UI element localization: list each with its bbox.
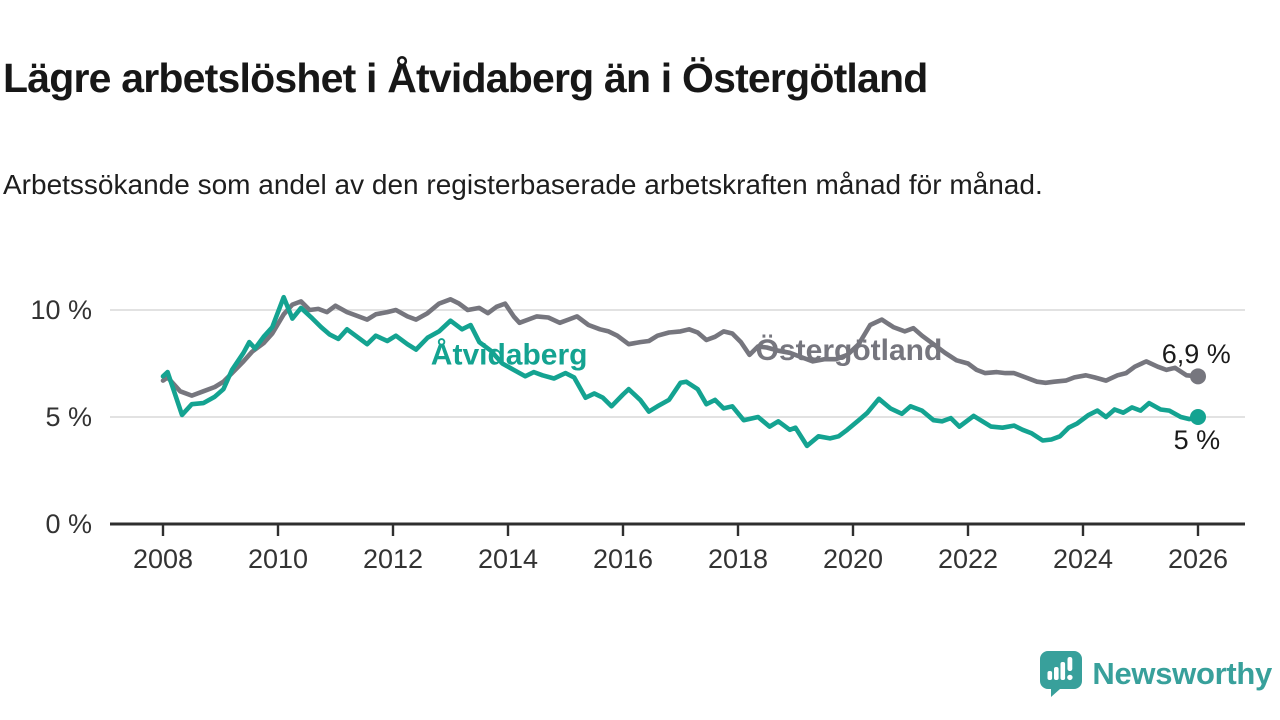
x-tick-label-2012: 2012 (363, 544, 423, 574)
series-label-stergtland: Östergötland (756, 334, 943, 367)
y-tick-label-5-percent: 5 % (45, 402, 92, 432)
newsworthy-logo-text: Newsworthy (1092, 655, 1272, 691)
newsworthy-logo-icon (1040, 651, 1083, 697)
newsworthy-logo: Newsworthy (1039, 650, 1272, 697)
x-tick-label-2016: 2016 (593, 544, 653, 574)
logo-bar-2 (1054, 667, 1059, 680)
chart-subtitle: Arbetssökande som andel av den registerb… (3, 169, 1043, 200)
chart-line-stergtland (160, 297, 1201, 398)
series-label-tvidaberg: Åtvidaberg (431, 339, 588, 372)
x-tick-label-2020: 2020 (823, 544, 883, 574)
end-dot-tvidaberg (1190, 409, 1206, 425)
logo-exclamation-stem (1067, 657, 1073, 671)
x-tick-label-2024: 2024 (1053, 544, 1113, 574)
end-dot-stergtland (1190, 368, 1206, 385)
logo-bar-3 (1060, 662, 1066, 680)
logo-bar-1 (1047, 671, 1053, 680)
x-tick-label-2014: 2014 (478, 544, 538, 574)
y-tick-label-0-percent: 0 % (45, 509, 92, 539)
logo-exclamation-dot (1067, 674, 1073, 681)
chart-line-tvidaberg (160, 294, 1201, 449)
x-tick-label-2010: 2010 (248, 544, 308, 574)
end-value-label-tvidaberg: 5 % (1174, 425, 1221, 455)
x-tick-label-2026: 2026 (1168, 544, 1228, 574)
x-tick-label-2008: 2008 (133, 544, 193, 574)
x-tick-label-2018: 2018 (708, 544, 768, 574)
y-tick-label-10-percent: 10 % (30, 295, 92, 325)
x-tick-label-2022: 2022 (938, 544, 998, 574)
page-title: Lägre arbetslöshet i Åtvidaberg än i Öst… (3, 55, 928, 102)
end-value-label-stergtland: 6,9 % (1162, 339, 1231, 369)
